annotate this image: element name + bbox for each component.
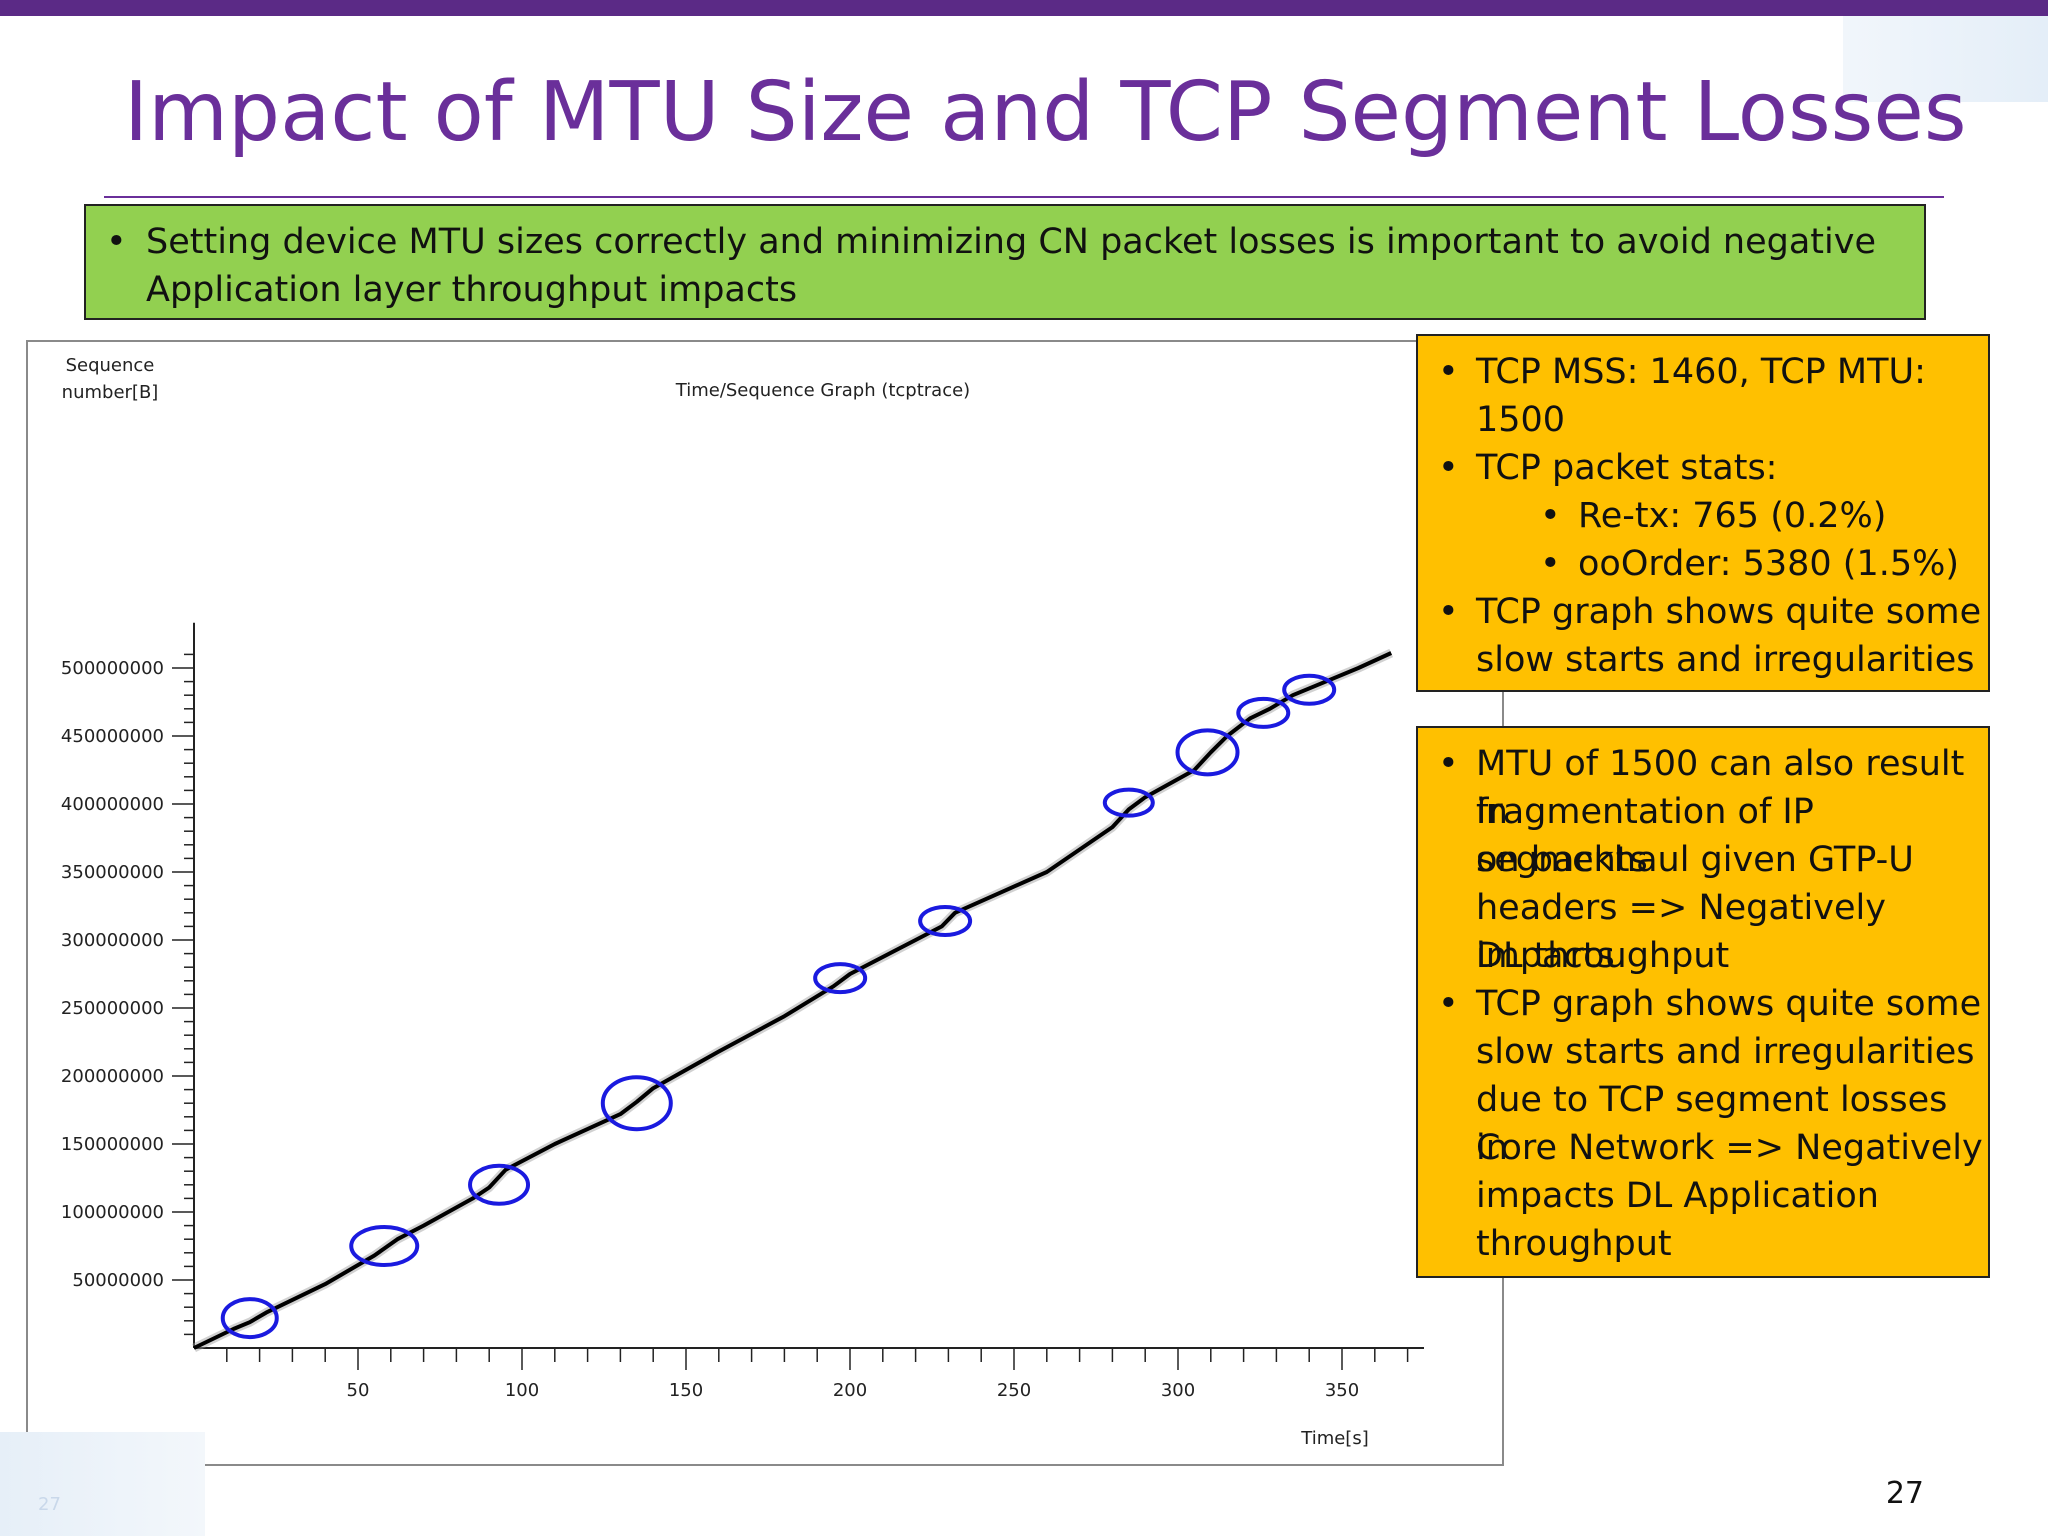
y-axis-label-line1: Sequence: [66, 355, 155, 376]
corner-page-number: 27: [38, 1494, 61, 1515]
y-tick-label: 250000000: [61, 998, 164, 1019]
irregularity-circle: [468, 1163, 531, 1206]
graph-note: TCP graph shows quite some: [1476, 592, 1982, 632]
fragmentation-text-line: slow starts and irregularities: [1476, 1032, 1975, 1072]
chart-title: Time/Sequence Graph (tcptrace): [675, 380, 970, 401]
y-tick-label: 350000000: [61, 862, 164, 883]
fragmentation-text-line: fragmentation of IP segments: [1476, 792, 1814, 880]
x-tick-label: 250: [997, 1380, 1031, 1401]
page-number: 27: [1885, 1476, 1924, 1511]
summary-box: • Setting device MTU sizes correctly and…: [84, 204, 1926, 320]
irregularity-circle: [918, 904, 973, 937]
tcp-sequence-chart: 50 100 150 200 250 300 350 50000000 100000000 150…: [61, 355, 1424, 1449]
corner-decoration: [1843, 16, 2048, 102]
x-tick-label: 350: [1325, 1380, 1359, 1401]
retx-stat: Re-tx: 765 (0.2%): [1578, 496, 1887, 536]
fragmentation-text-line: Core Network => Negatively: [1476, 1128, 1983, 1168]
title-divider: [104, 196, 1944, 198]
y-tick-label: 400000000: [61, 794, 164, 815]
mtu-fragmentation-box: • MTU of 1500 can also result in fragmenta…: [1416, 726, 1990, 1278]
y-tick-label: 300000000: [61, 930, 164, 951]
graph-note-cont: slow starts and irregularities: [1476, 640, 1975, 680]
irregularity-circle: [1236, 696, 1291, 729]
irregularity-circle: [1102, 787, 1155, 818]
bullet-glyph: •: [1438, 352, 1459, 392]
fragmentation-text-line: due to TCP segment losses in: [1476, 1080, 1948, 1168]
y-tick-label: 500000000: [61, 658, 164, 679]
bullet-glyph: •: [1540, 544, 1561, 584]
fragmentation-text-line: DL throughput: [1476, 936, 1730, 976]
sequence-line-halo: [192, 648, 1394, 1353]
slide-title: Impact of MTU Size and TCP Segment Losse…: [124, 65, 1967, 160]
bullet-glyph: •: [1540, 496, 1561, 536]
mss-mtu-text: TCP MSS: 1460, TCP MTU:: [1476, 352, 1926, 392]
x-tick-label: 100: [505, 1380, 539, 1401]
mss-mtu-text-cont: 1500: [1476, 400, 1566, 440]
x-tick-label: 150: [669, 1380, 703, 1401]
bullet-glyph: •: [1438, 592, 1459, 632]
top-accent-bar: [0, 0, 2048, 16]
bullet-glyph: •: [1438, 984, 1459, 1024]
y-tick-label: 150000000: [61, 1134, 164, 1155]
irregularity-circle: [813, 962, 868, 995]
fragmentation-text-line: headers => Negatively impacts: [1476, 888, 1886, 976]
sequence-line: [193, 651, 1393, 1350]
irregularity-circle: [220, 1297, 279, 1340]
packet-stats-heading: TCP packet stats:: [1476, 448, 1778, 488]
x-tick-label: 200: [833, 1380, 867, 1401]
x-tick-label: 300: [1161, 1380, 1195, 1401]
y-axis-label-line2: number[B]: [62, 382, 159, 403]
irregularity-circle: [1282, 673, 1337, 706]
x-axis-label: Time[s]: [1300, 1428, 1368, 1449]
irregularity-circle: [1175, 728, 1240, 777]
chart-frame: [26, 340, 1504, 1466]
fragmentation-text-line: impacts DL Application: [1476, 1176, 1879, 1216]
y-tick-label: 450000000: [61, 726, 164, 747]
bottom-left-decoration: [0, 1432, 205, 1536]
fragmentation-text-line: on backhaul given GTP-U: [1476, 840, 1914, 880]
ooorder-stat: ooOrder: 5380 (1.5%): [1578, 544, 1960, 584]
bullet-glyph: •: [106, 222, 127, 262]
irregularity-circle: [349, 1225, 420, 1267]
bullet-glyph: •: [1438, 448, 1459, 488]
summary-text: Setting device MTU sizes correctly and m…: [146, 222, 1876, 310]
y-tick-label: 200000000: [61, 1066, 164, 1087]
x-tick-label: 50: [347, 1380, 370, 1401]
bullet-glyph: •: [1438, 744, 1459, 784]
fragmentation-text-line: TCP graph shows quite some: [1476, 984, 1982, 1024]
fragmentation-text-line: throughput: [1476, 1224, 1672, 1264]
irregularity-circle: [600, 1075, 673, 1132]
y-tick-label: 50000000: [72, 1270, 164, 1291]
fragmentation-text-line: MTU of 1500 can also result in: [1476, 744, 1965, 832]
y-tick-label: 100000000: [61, 1202, 164, 1223]
tcp-stats-box: • TCP MSS: 1460, TCP MTU: 1500 • TCP pac…: [1416, 334, 1990, 692]
